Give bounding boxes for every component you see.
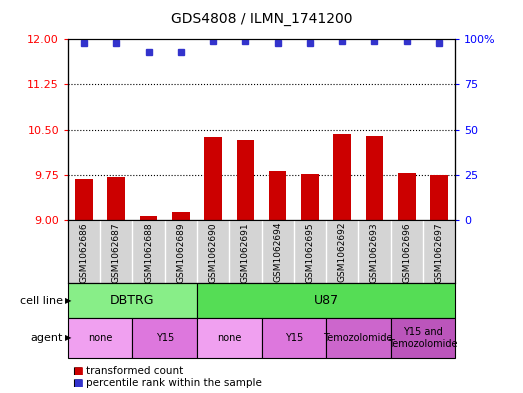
Bar: [197, 283, 455, 318]
Bar: [366, 136, 383, 220]
Bar: [68, 318, 132, 358]
Text: Y15: Y15: [156, 333, 174, 343]
Bar: [197, 318, 262, 358]
Bar: [430, 176, 448, 220]
Text: ▶: ▶: [65, 296, 72, 305]
Text: GSM1062694: GSM1062694: [273, 222, 282, 283]
Bar: [75, 179, 93, 220]
Text: ■: ■: [73, 378, 83, 388]
Text: GSM1062695: GSM1062695: [305, 222, 314, 283]
Text: none: none: [88, 333, 112, 343]
Text: ▶: ▶: [65, 334, 72, 342]
Text: GSM1062697: GSM1062697: [435, 222, 444, 283]
Text: ■: ■: [73, 366, 83, 376]
Text: GSM1062692: GSM1062692: [338, 222, 347, 283]
Text: GSM1062696: GSM1062696: [402, 222, 411, 283]
Bar: [236, 140, 254, 220]
Text: GSM1062691: GSM1062691: [241, 222, 250, 283]
Bar: [391, 318, 455, 358]
Text: ■ transformed count: ■ transformed count: [73, 366, 184, 376]
Text: GSM1062690: GSM1062690: [209, 222, 218, 283]
Text: GSM1062689: GSM1062689: [176, 222, 185, 283]
Text: none: none: [217, 333, 242, 343]
Bar: [333, 134, 351, 220]
Bar: [204, 137, 222, 220]
Bar: [326, 318, 391, 358]
Bar: [262, 318, 326, 358]
Text: GSM1062688: GSM1062688: [144, 222, 153, 283]
Text: Y15: Y15: [285, 333, 303, 343]
Bar: [68, 283, 197, 318]
Text: GDS4808 / ILMN_1741200: GDS4808 / ILMN_1741200: [170, 12, 353, 26]
Bar: [269, 171, 287, 220]
Bar: [140, 216, 157, 220]
Text: ■ percentile rank within the sample: ■ percentile rank within the sample: [73, 378, 262, 388]
Text: GSM1062687: GSM1062687: [112, 222, 121, 283]
Text: GSM1062686: GSM1062686: [79, 222, 88, 283]
Text: Y15 and
Temozolomide: Y15 and Temozolomide: [388, 327, 458, 349]
Bar: [172, 212, 190, 220]
Text: GSM1062693: GSM1062693: [370, 222, 379, 283]
Text: Temozolomide: Temozolomide: [324, 333, 393, 343]
Text: agent: agent: [30, 333, 63, 343]
Text: U87: U87: [313, 294, 338, 307]
Bar: [132, 318, 197, 358]
Bar: [398, 173, 415, 220]
Text: DBTRG: DBTRG: [110, 294, 155, 307]
Bar: [108, 177, 125, 220]
Bar: [301, 174, 319, 220]
Text: cell line: cell line: [20, 296, 63, 306]
